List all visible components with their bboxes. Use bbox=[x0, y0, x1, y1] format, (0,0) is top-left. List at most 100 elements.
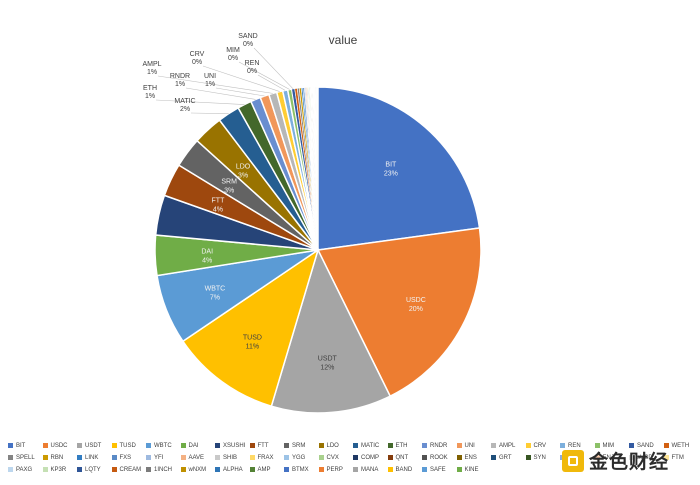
legend-label: PERP bbox=[326, 466, 343, 473]
legend-item-kine: KINE bbox=[456, 464, 492, 475]
legend-label: LQTY bbox=[85, 466, 101, 473]
legend-swatch bbox=[284, 443, 289, 448]
legend-item-amp: AMP bbox=[249, 464, 285, 475]
legend-label: XSUSHI bbox=[223, 442, 246, 449]
legend-swatch bbox=[525, 455, 531, 460]
legend-item-ren: REN bbox=[560, 440, 595, 451]
legend-item-mim: MIM bbox=[594, 440, 630, 451]
legend-swatch bbox=[215, 443, 220, 448]
legend-label: ENJ bbox=[602, 454, 614, 461]
legend-item-syn: SYN bbox=[525, 452, 561, 463]
legend-label: RNDR bbox=[430, 442, 448, 449]
data-label-ftt: FTT 4% bbox=[212, 197, 226, 213]
legend-label: 1INCH bbox=[154, 466, 173, 473]
legend-swatch bbox=[387, 455, 393, 460]
legend-item-fxs: FXS bbox=[111, 452, 147, 463]
legend-swatch bbox=[629, 443, 634, 448]
watermark-text: 金色财经 bbox=[589, 452, 670, 473]
legend-swatch bbox=[491, 443, 496, 448]
pie-data-labels: BIT 23% USDC 20% USDT 12% TUSD 11% WBTC 7% DAI 4% FT… bbox=[201, 161, 425, 371]
legend-row: SPELL RBN LINK FXS YFI AAVE SHIB FRAX YGG CVX COMP… bbox=[8, 452, 698, 463]
legend-swatch bbox=[284, 455, 289, 460]
legend-swatch bbox=[594, 443, 600, 448]
pie-slice-tusd bbox=[181, 248, 320, 408]
legend-swatch bbox=[42, 443, 48, 448]
legend-label: WBTC bbox=[154, 442, 172, 449]
legend-label: USDT bbox=[85, 442, 102, 449]
legend-item-tusd: TUSD bbox=[111, 440, 147, 451]
legend-item-mana: MANA bbox=[353, 464, 388, 475]
legend-label: ETH bbox=[395, 442, 408, 449]
legend-label: FTM bbox=[671, 454, 684, 461]
legend-item-ftm: FTM bbox=[663, 452, 699, 463]
legend-item-frax: FRAX bbox=[249, 452, 285, 463]
legend-label: MANA bbox=[361, 466, 379, 473]
legend-item-uni: UNI bbox=[456, 440, 492, 451]
legend-item-ens: ENS bbox=[456, 452, 492, 463]
legend-swatch bbox=[594, 455, 600, 460]
legend-swatch bbox=[111, 443, 117, 448]
legend-swatch bbox=[491, 455, 496, 460]
legend-label: wNXM bbox=[188, 466, 207, 473]
legend-swatch bbox=[77, 443, 82, 448]
legend-label: USDC bbox=[50, 442, 68, 449]
legend-swatch bbox=[318, 443, 324, 448]
legend-item-kp3r: KP3R bbox=[42, 464, 78, 475]
legend-swatch bbox=[8, 443, 13, 448]
data-label-bit: BIT 23% bbox=[384, 161, 398, 177]
legend-item-perp: PERP bbox=[318, 464, 354, 475]
legend-item-yfi: YFI bbox=[146, 452, 181, 463]
legend-label: BAND bbox=[395, 466, 413, 473]
legend-label: WETH bbox=[671, 442, 690, 449]
legend-item-btmx: BTMX bbox=[284, 464, 319, 475]
legend-label: PAXG bbox=[16, 466, 33, 473]
legend-label: SAFE bbox=[430, 466, 446, 473]
legend-row: BIT USDC USDT TUSD WBTC DAI XSUSHI FTT SRM LDO MAT… bbox=[8, 440, 698, 451]
legend-swatch bbox=[215, 455, 220, 460]
legend-swatch bbox=[249, 443, 255, 448]
callout-label-ren: REN 0% bbox=[245, 60, 260, 75]
pie-slice-usdc bbox=[316, 227, 482, 398]
data-label-dai: DAI 4% bbox=[201, 249, 213, 265]
legend-swatch bbox=[387, 443, 393, 448]
legend-item-eth: ETH bbox=[387, 440, 423, 451]
legend-label: MATIC bbox=[361, 442, 380, 449]
legend-swatch bbox=[42, 467, 48, 472]
legend-item-1inch: 1INCH bbox=[146, 464, 181, 475]
legend-swatch bbox=[77, 455, 82, 460]
legend-item-wnxm: wNXM bbox=[180, 464, 216, 475]
legend-label: MIM bbox=[602, 442, 615, 449]
legend-label: FTT bbox=[257, 442, 269, 449]
legend-label: QNT bbox=[395, 454, 409, 461]
legend-label: AAVE bbox=[188, 454, 205, 461]
legend-swatch bbox=[111, 467, 117, 472]
legend-swatch bbox=[249, 455, 255, 460]
legend-label: CRV bbox=[533, 442, 547, 449]
legend-swatch bbox=[525, 443, 531, 448]
callout-label-ampl: AMPL 1% bbox=[142, 61, 161, 76]
legend-swatch bbox=[422, 467, 427, 472]
legend-item-aave: AAVE bbox=[180, 452, 216, 463]
legend-swatch bbox=[146, 455, 151, 460]
data-label-tusd: TUSD 11% bbox=[243, 334, 262, 350]
legend-item-usdt: USDT bbox=[77, 440, 112, 451]
legend-label: ALPHA bbox=[223, 466, 243, 473]
leader-line-sand bbox=[253, 47, 294, 90]
legend-item-bit: BIT bbox=[8, 440, 43, 451]
leader-line-rndr bbox=[185, 87, 256, 100]
leader-line-matic bbox=[190, 112, 229, 114]
legend-label: COMP bbox=[361, 454, 379, 461]
legend-swatch bbox=[180, 443, 186, 448]
legend-label: BIT bbox=[16, 442, 26, 449]
legend-label: KINE bbox=[464, 466, 479, 473]
legend-item-rbn: RBN bbox=[42, 452, 78, 463]
callout-label-sand: SAND 0% bbox=[238, 33, 257, 48]
callout-label-eth: ETH 1% bbox=[143, 85, 157, 100]
legend-item-rndr: RNDR bbox=[422, 440, 457, 451]
legend-label: TUSD bbox=[119, 442, 136, 449]
legend-swatch bbox=[629, 455, 634, 460]
legend-item-xsushi: XSUSHI bbox=[215, 440, 250, 451]
legend-item-wbtc: WBTC bbox=[146, 440, 181, 451]
callout-label-rndr: RNDR 1% bbox=[170, 73, 190, 88]
